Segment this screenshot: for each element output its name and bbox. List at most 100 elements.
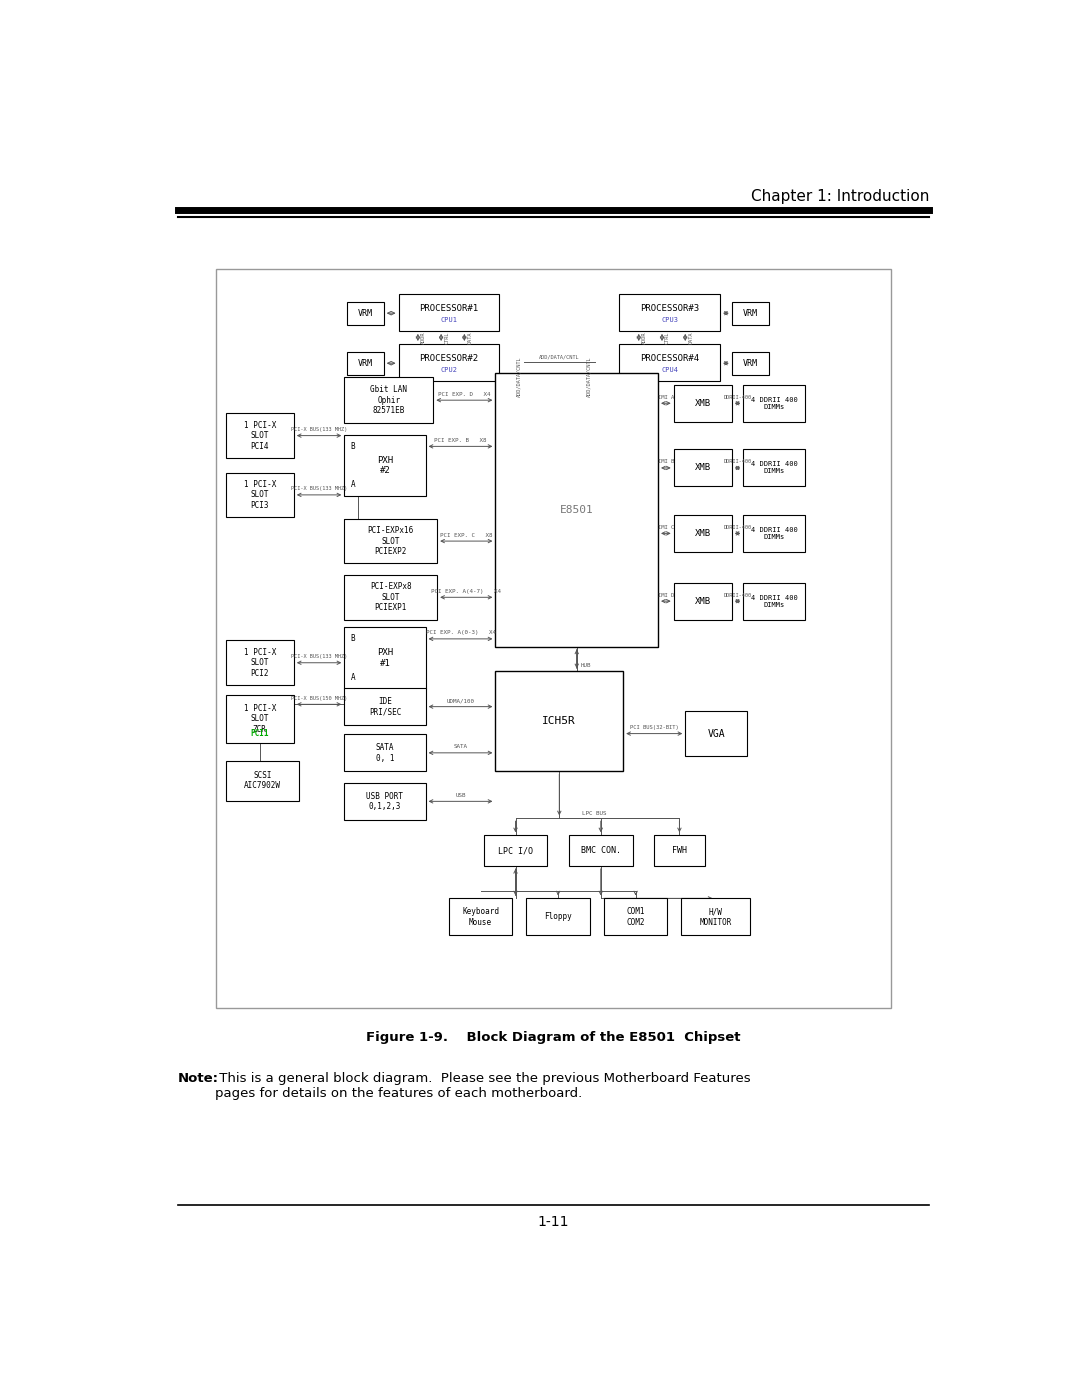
Text: Floppy: Floppy xyxy=(544,912,572,922)
FancyBboxPatch shape xyxy=(732,352,769,374)
Text: XMB: XMB xyxy=(694,464,711,472)
Text: PCI-X BUS(133 MHZ): PCI-X BUS(133 MHZ) xyxy=(291,427,347,432)
Text: Chapter 1: Introduction: Chapter 1: Introduction xyxy=(751,189,930,204)
Text: LPC I/O: LPC I/O xyxy=(498,847,534,855)
Text: 1 PCI-X
SLOT
PCI2: 1 PCI-X SLOT PCI2 xyxy=(244,648,276,678)
Text: Gbit LAN
Ophir
82571EB: Gbit LAN Ophir 82571EB xyxy=(370,386,407,415)
FancyBboxPatch shape xyxy=(226,696,294,743)
Text: Figure 1-9.    Block Diagram of the E8501  Chipset: Figure 1-9. Block Diagram of the E8501 C… xyxy=(366,1031,741,1044)
Text: PCI-X BUS(150 MHZ): PCI-X BUS(150 MHZ) xyxy=(291,696,347,701)
Text: A: A xyxy=(350,673,355,682)
Text: 1 PCI-X
SLOT
ZCR: 1 PCI-X SLOT ZCR xyxy=(244,704,276,733)
Text: ADD/DATA/CNTL: ADD/DATA/CNTL xyxy=(586,356,592,397)
Text: PROCESSOR#3: PROCESSOR#3 xyxy=(640,305,700,313)
Text: USB PORT
0,1,2,3: USB PORT 0,1,2,3 xyxy=(366,792,404,812)
FancyBboxPatch shape xyxy=(654,835,704,866)
Text: UDMA/100: UDMA/100 xyxy=(446,698,474,703)
FancyBboxPatch shape xyxy=(226,760,299,800)
Text: SATA: SATA xyxy=(454,745,468,749)
Text: Note:: Note: xyxy=(177,1073,218,1085)
Text: IMI B: IMI B xyxy=(658,460,674,464)
Text: IMI A: IMI A xyxy=(658,395,674,400)
Text: ICH5R: ICH5R xyxy=(542,717,577,726)
Text: ADD/DATA/CNTL: ADD/DATA/CNTL xyxy=(539,355,580,359)
FancyBboxPatch shape xyxy=(619,293,720,331)
Text: B: B xyxy=(350,441,355,451)
Text: CPU1: CPU1 xyxy=(441,317,457,323)
FancyBboxPatch shape xyxy=(569,835,633,866)
Text: PROCESSOR#4: PROCESSOR#4 xyxy=(640,353,700,363)
Text: DDRII-400: DDRII-400 xyxy=(724,525,752,529)
Text: PCI EXP. B   X8: PCI EXP. B X8 xyxy=(434,437,487,443)
Text: ADD/DATA/CNTL: ADD/DATA/CNTL xyxy=(516,356,522,397)
FancyBboxPatch shape xyxy=(743,583,806,620)
FancyBboxPatch shape xyxy=(743,515,806,552)
Text: PROCESSOR#1: PROCESSOR#1 xyxy=(419,305,478,313)
Text: PXH
#2: PXH #2 xyxy=(377,455,393,475)
Text: LPC BUS: LPC BUS xyxy=(582,812,607,816)
FancyBboxPatch shape xyxy=(399,293,499,331)
FancyBboxPatch shape xyxy=(743,450,806,486)
FancyBboxPatch shape xyxy=(674,384,732,422)
FancyBboxPatch shape xyxy=(345,434,426,496)
Text: PXH
#1: PXH #1 xyxy=(377,648,393,668)
Text: VRM: VRM xyxy=(743,359,758,367)
Text: PCI EXP. A(4-7)   X4: PCI EXP. A(4-7) X4 xyxy=(431,588,501,594)
Text: CTRL: CTRL xyxy=(665,331,670,344)
FancyBboxPatch shape xyxy=(743,384,806,422)
FancyBboxPatch shape xyxy=(345,576,437,620)
Text: XMB: XMB xyxy=(694,529,711,538)
Text: Keyboard
Mouse: Keyboard Mouse xyxy=(462,907,499,926)
Text: DDRII-400: DDRII-400 xyxy=(724,592,752,598)
Text: CPU2: CPU2 xyxy=(441,367,457,373)
Text: DATA: DATA xyxy=(688,331,693,344)
Text: IMI D: IMI D xyxy=(658,592,674,598)
Text: PROCESSOR#2: PROCESSOR#2 xyxy=(419,353,478,363)
Text: SATA
0, 1: SATA 0, 1 xyxy=(376,743,394,763)
Text: E8501: E8501 xyxy=(559,504,594,515)
Text: IMI C: IMI C xyxy=(658,525,674,529)
Text: PCI1: PCI1 xyxy=(251,729,269,738)
Text: A: A xyxy=(350,481,355,489)
Text: PCI EXP. C   X8: PCI EXP. C X8 xyxy=(440,532,492,538)
FancyBboxPatch shape xyxy=(685,711,747,756)
Text: HUB: HUB xyxy=(581,664,591,668)
FancyBboxPatch shape xyxy=(674,450,732,486)
Text: PCI-X BUS(133 MHZ): PCI-X BUS(133 MHZ) xyxy=(291,654,347,659)
Text: DDRII-400: DDRII-400 xyxy=(724,460,752,464)
FancyBboxPatch shape xyxy=(674,583,732,620)
Text: 1-11: 1-11 xyxy=(538,1215,569,1229)
Text: PCI-EXPx16
SLOT
PCIEXP2: PCI-EXPx16 SLOT PCIEXP2 xyxy=(367,527,414,556)
Text: DDRII-400: DDRII-400 xyxy=(724,395,752,400)
Text: PCI-EXPx8
SLOT
PCIEXP1: PCI-EXPx8 SLOT PCIEXP1 xyxy=(370,583,411,612)
FancyBboxPatch shape xyxy=(345,689,426,725)
FancyBboxPatch shape xyxy=(496,373,658,647)
FancyBboxPatch shape xyxy=(347,352,383,374)
FancyBboxPatch shape xyxy=(345,377,433,423)
FancyBboxPatch shape xyxy=(216,270,891,1009)
Text: FWH: FWH xyxy=(672,847,687,855)
Text: ADDR: ADDR xyxy=(421,331,426,344)
Text: PCI-X BUS(133 MHZ): PCI-X BUS(133 MHZ) xyxy=(291,486,347,492)
Text: 1 PCI-X
SLOT
PCI4: 1 PCI-X SLOT PCI4 xyxy=(244,420,276,450)
Text: BMC CON.: BMC CON. xyxy=(581,847,621,855)
FancyBboxPatch shape xyxy=(345,518,437,563)
FancyBboxPatch shape xyxy=(345,627,426,689)
FancyBboxPatch shape xyxy=(226,472,294,517)
Text: COM1
COM2: COM1 COM2 xyxy=(626,907,645,926)
Text: 4 DDRII 400
DIMMs: 4 DDRII 400 DIMMs xyxy=(751,595,798,608)
Text: VRM: VRM xyxy=(357,309,373,317)
FancyBboxPatch shape xyxy=(674,515,732,552)
FancyBboxPatch shape xyxy=(732,302,769,324)
Text: ADDR: ADDR xyxy=(642,331,647,344)
FancyBboxPatch shape xyxy=(526,898,590,936)
FancyBboxPatch shape xyxy=(347,302,383,324)
Text: VGA: VGA xyxy=(707,729,725,739)
FancyBboxPatch shape xyxy=(449,898,512,936)
Text: XMB: XMB xyxy=(694,597,711,606)
FancyBboxPatch shape xyxy=(619,344,720,381)
Text: CPU3: CPU3 xyxy=(661,317,678,323)
Text: VRM: VRM xyxy=(357,359,373,367)
Text: 4 DDRII 400
DIMMs: 4 DDRII 400 DIMMs xyxy=(751,527,798,539)
Text: CTRL: CTRL xyxy=(444,331,449,344)
